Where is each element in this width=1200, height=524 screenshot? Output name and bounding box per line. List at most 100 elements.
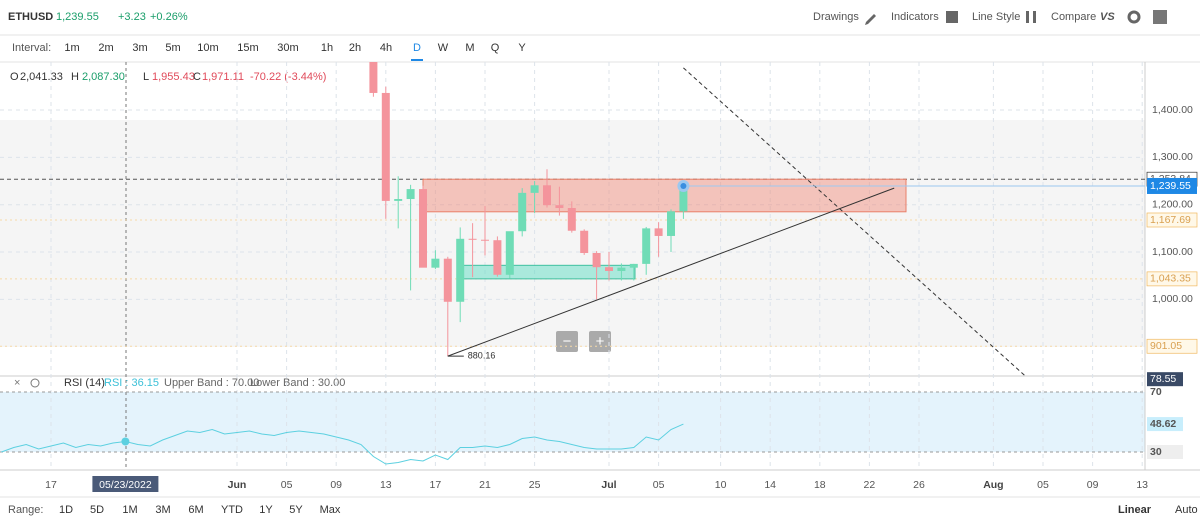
symbol: ETHUSD — [8, 11, 53, 23]
interval[interactable]: 2h — [349, 42, 361, 54]
candle-body — [443, 258, 452, 302]
range-item[interactable]: Max — [320, 504, 341, 516]
x-tick-label: 17 — [430, 479, 442, 491]
y-tick-label: 1,100.00 — [1152, 246, 1193, 258]
interval[interactable]: D — [413, 42, 421, 54]
ohlc: 1,955.43 — [152, 71, 195, 83]
candle-body — [605, 267, 613, 271]
icon[interactable] — [30, 378, 40, 388]
ohlc: 2,041.33 — [20, 71, 63, 83]
interval[interactable]: 10m — [197, 42, 218, 54]
rsi-band — [0, 392, 1145, 452]
interval[interactable]: 30m — [277, 42, 298, 54]
low-label: 880.16 — [468, 351, 496, 361]
x-tick-label: 13 — [1136, 479, 1148, 491]
tool[interactable]: Line Style — [972, 11, 1020, 23]
x-tick-label: 05/23/2022 — [99, 479, 152, 491]
ohlc: 2,087.30 — [82, 71, 125, 83]
interval[interactable]: 3m — [132, 42, 147, 54]
range-item[interactable]: 1Y — [259, 504, 273, 516]
level-label: 1,167.69 — [1150, 214, 1191, 226]
rsi-band: Lower Band : 30.00 — [250, 377, 345, 389]
candle-body — [580, 230, 589, 253]
range-label: Range: — [8, 504, 43, 516]
icon — [946, 11, 958, 23]
candle-body — [567, 208, 576, 231]
x-tick-label: Jul — [601, 479, 616, 491]
level-label: 1,043.35 — [1150, 273, 1191, 285]
candle-body — [642, 228, 651, 264]
interval[interactable]: M — [465, 42, 474, 54]
candle-body — [456, 238, 465, 302]
rsi-tick-label: 30 — [1150, 446, 1162, 458]
candle-body — [406, 189, 415, 200]
interval[interactable]: 4h — [380, 42, 392, 54]
ohlc: L — [143, 71, 149, 83]
last-price-box — [1147, 177, 1197, 194]
rsi-tick-label: 78.55 — [1150, 373, 1176, 385]
interval[interactable]: W — [438, 42, 449, 54]
candle-body — [481, 239, 489, 241]
interval[interactable]: 1m — [64, 42, 79, 54]
interval[interactable]: 5m — [165, 42, 180, 54]
zoom-out-icon[interactable]: − — [563, 333, 572, 350]
change-pct: +0.26% — [150, 11, 188, 23]
level-box — [1146, 271, 1198, 287]
range-band — [0, 120, 1145, 347]
level-label: 901.05 — [1150, 340, 1182, 352]
interval[interactable]: 2m — [98, 42, 113, 54]
tool[interactable]: Drawings — [813, 11, 859, 23]
x-tick-label: Aug — [983, 479, 1003, 491]
tool[interactable]: Compare — [1051, 11, 1096, 23]
tool[interactable]: Indicators — [891, 11, 939, 23]
rsi-band: Upper Band : 70.00 — [164, 377, 259, 389]
icon[interactable]: × — [14, 377, 20, 389]
range-item[interactable]: 6M — [188, 504, 203, 516]
candle-body — [394, 199, 403, 201]
candle-body — [679, 186, 688, 212]
interval[interactable]: 15m — [237, 42, 258, 54]
y-tick-label: 1,300.00 — [1152, 151, 1193, 163]
auto[interactable]: Auto — [1175, 504, 1198, 516]
ohlc: H — [71, 71, 79, 83]
y-tick-label: 1,400.00 — [1152, 104, 1193, 116]
range-item[interactable]: 5D — [90, 504, 104, 516]
interval[interactable]: 1h — [321, 42, 333, 54]
candle-body — [468, 238, 477, 240]
x-tick-label: 17 — [45, 479, 57, 491]
range-item[interactable]: 3M — [155, 504, 170, 516]
x-tick-label: 05 — [281, 479, 293, 491]
rsi-box — [1147, 445, 1183, 459]
ohlc: C — [193, 71, 201, 83]
range-item[interactable]: 1D — [59, 504, 73, 516]
icon — [1033, 11, 1036, 23]
scale[interactable]: Linear — [1118, 504, 1152, 516]
rsi-box — [1147, 372, 1183, 387]
interval[interactable]: Q — [491, 42, 500, 54]
range-item[interactable]: 1M — [122, 504, 137, 516]
icon — [1026, 11, 1029, 23]
fullscreen-icon[interactable] — [1153, 10, 1167, 24]
candle-body — [617, 267, 626, 271]
rsi-value: RSI : 36.15 — [104, 377, 159, 389]
zoom-in-icon[interactable]: + — [596, 333, 605, 350]
interval-label: Interval: — [12, 42, 51, 54]
interval[interactable]: Y — [518, 42, 526, 54]
range-item[interactable]: 5Y — [289, 504, 303, 516]
settings-icon[interactable] — [1127, 10, 1141, 24]
x-tick-label: 05 — [653, 479, 665, 491]
candle-body — [505, 231, 514, 275]
y-tick-label: 1,000.00 — [1152, 293, 1193, 305]
candle-body — [369, 62, 378, 93]
rsi-box — [1147, 417, 1183, 432]
range-item[interactable]: YTD — [221, 504, 243, 516]
y-tick-label: 1,200.00 — [1152, 198, 1193, 210]
candle-body — [530, 185, 539, 193]
candle-body — [518, 192, 527, 232]
last-price-dot — [680, 182, 687, 189]
trend-line — [447, 187, 895, 357]
crosshair-label — [92, 476, 159, 492]
last-price-label: 1,239.55 — [1150, 180, 1191, 192]
x-tick-label: Jun — [228, 479, 247, 491]
candle-body — [592, 252, 601, 268]
